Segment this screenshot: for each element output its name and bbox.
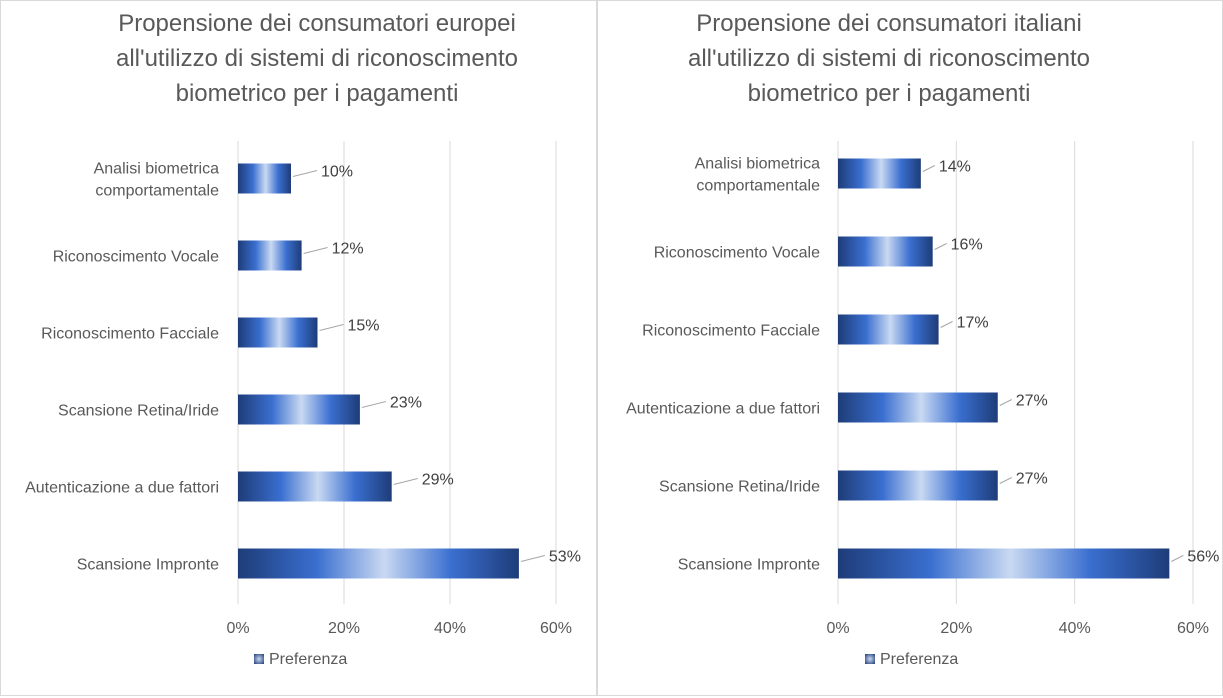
bar	[238, 394, 360, 425]
chart-title-line: Propensione dei consumatori italiani	[696, 10, 1082, 37]
data-label: 56%	[1187, 549, 1219, 566]
data-label-leader	[999, 399, 1012, 406]
category-label-line: Riconoscimento Vocale	[654, 245, 820, 262]
bar	[238, 317, 318, 348]
bar	[838, 392, 998, 423]
data-label-leader	[393, 478, 418, 485]
data-label-leader	[520, 555, 546, 562]
data-label: 15%	[348, 318, 380, 335]
bar	[238, 471, 392, 502]
category-label-line: Scansione Retina/Iride	[58, 403, 219, 420]
category-label-line: comportamentale	[95, 183, 219, 200]
category-label: Riconoscimento Vocale	[53, 249, 219, 266]
data-label-leader	[292, 170, 318, 177]
legend-swatch	[865, 654, 875, 664]
category-label: Riconoscimento Facciale	[41, 326, 219, 343]
category-label-line: comportamentale	[696, 178, 820, 195]
chart-title-line: all'utilizzo di sistemi di riconosciment…	[116, 45, 518, 72]
chart-panel-italy: Propensione dei consumatori italiani all'…	[597, 0, 1223, 696]
chart-title-line: biometrico per i pagamenti	[176, 80, 459, 107]
data-label: 10%	[321, 164, 353, 181]
data-label: 29%	[422, 472, 454, 489]
x-tick-label: 40%	[1059, 620, 1091, 637]
bar	[838, 236, 933, 267]
category-label: Scansione Retina/Iride	[659, 479, 820, 496]
bar	[838, 158, 921, 189]
category-label-line: Riconoscimento Vocale	[53, 249, 219, 266]
category-label: Analisi biometrica comportamentale	[695, 156, 820, 195]
data-label: 12%	[332, 241, 364, 258]
x-tick-label: 40%	[434, 620, 466, 637]
chart-panel-europe: Propensione dei consumatori europei all'u…	[0, 0, 597, 696]
category-label: Autenticazione a due fattori	[626, 401, 820, 418]
category-label-line: Autenticazione a due fattori	[626, 401, 820, 418]
category-label: Autenticazione a due fattori	[25, 480, 219, 497]
x-tick-label: 20%	[328, 620, 360, 637]
x-tick-label: 0%	[226, 620, 249, 637]
category-label: Riconoscimento Vocale	[654, 245, 820, 262]
bar	[838, 470, 998, 501]
data-label-leader	[1171, 555, 1184, 562]
data-label: 53%	[549, 549, 581, 566]
category-label: Riconoscimento Facciale	[642, 323, 820, 340]
data-label-leader	[319, 324, 344, 331]
data-label: 17%	[957, 315, 989, 332]
data-label: 27%	[1016, 471, 1048, 488]
bar	[238, 240, 302, 271]
category-label-line: Analisi biometrica	[695, 156, 820, 173]
category-label: Scansione Retina/Iride	[58, 403, 219, 420]
category-label-line: Riconoscimento Facciale	[642, 323, 820, 340]
legend-label: Preferenza	[269, 651, 347, 668]
bar	[838, 548, 1170, 579]
data-label-leader	[922, 165, 936, 172]
bar	[238, 548, 519, 579]
x-tick-label: 0%	[826, 620, 849, 637]
data-label: 14%	[939, 159, 971, 176]
data-label-leader	[940, 321, 953, 328]
legend-label: Preferenza	[880, 651, 958, 668]
bar	[838, 314, 939, 345]
legend-swatch	[254, 654, 264, 664]
chart-italy: Propensione dei consumatori italiani all'…	[626, 10, 1219, 668]
data-label-leader	[934, 243, 947, 250]
category-label-line: Scansione Impronte	[77, 557, 219, 574]
data-label-leader	[303, 247, 328, 254]
x-tick-label: 60%	[540, 620, 572, 637]
chart-europe: Propensione dei consumatori europei all'u…	[25, 10, 581, 668]
chart-title: Propensione dei consumatori europei all'u…	[116, 10, 518, 107]
category-label: Scansione Impronte	[77, 557, 219, 574]
category-label-line: Scansione Impronte	[678, 557, 820, 574]
data-label: 27%	[1016, 393, 1048, 410]
chart-title-line: all'utilizzo di sistemi di riconosciment…	[688, 45, 1090, 72]
category-label: Scansione Impronte	[678, 557, 820, 574]
data-label: 23%	[390, 395, 422, 412]
x-tick-label: 20%	[940, 620, 972, 637]
data-label-leader	[999, 477, 1012, 484]
bar	[238, 163, 291, 194]
x-tick-label: 60%	[1177, 620, 1209, 637]
category-label-line: Scansione Retina/Iride	[659, 479, 820, 496]
category-label: Analisi biometrica comportamentale	[94, 161, 219, 200]
category-label-line: Autenticazione a due fattori	[25, 480, 219, 497]
chart-title-line: biometrico per i pagamenti	[748, 80, 1031, 107]
chart-title: Propensione dei consumatori italiani all'…	[688, 10, 1090, 107]
chart-title-line: Propensione dei consumatori europei	[118, 10, 516, 37]
data-label-leader	[361, 401, 387, 408]
category-label-line: Riconoscimento Facciale	[41, 326, 219, 343]
category-label-line: Analisi biometrica	[94, 161, 219, 178]
data-label: 16%	[951, 237, 983, 254]
